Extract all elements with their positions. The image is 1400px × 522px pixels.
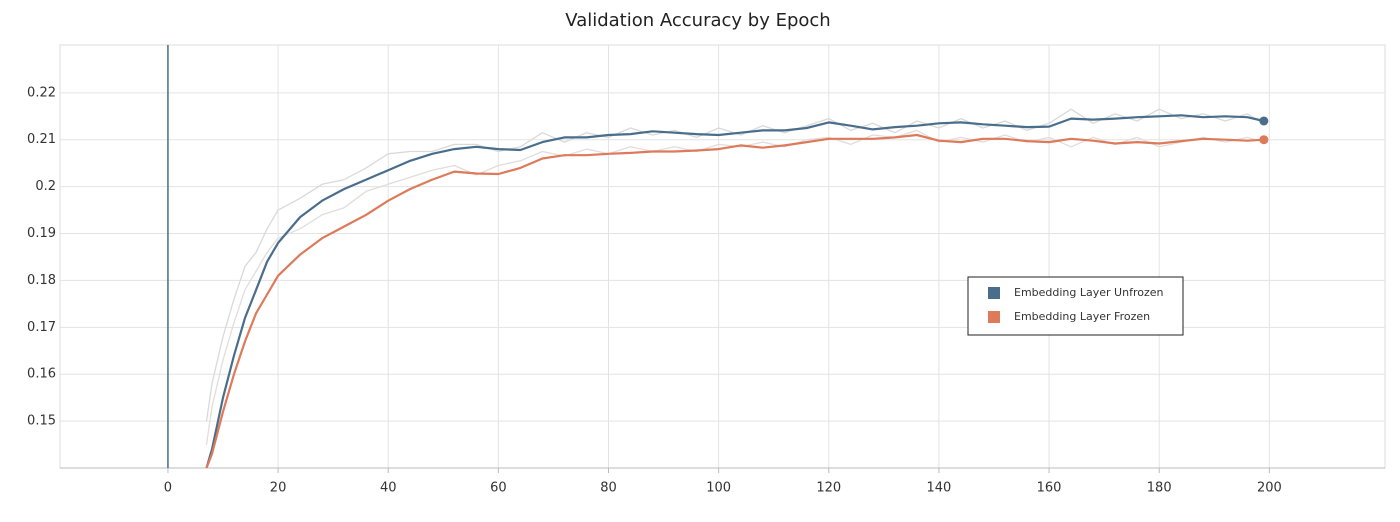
- x-tick-label: 80: [600, 481, 617, 496]
- x-tick-label: 180: [1147, 481, 1172, 496]
- y-tick-label: 0.15: [27, 414, 56, 429]
- plot-area: [205, 108, 1265, 468]
- legend-label: Embedding Layer Unfrozen: [1014, 286, 1164, 299]
- x-tick-label: 120: [816, 481, 841, 496]
- legend-label: Embedding Layer Frozen: [1014, 310, 1150, 323]
- series-line: [205, 114, 1265, 468]
- y-tick-label: 0.17: [27, 320, 56, 335]
- y-tick-label: 0.18: [27, 273, 56, 288]
- x-tick-label: 0: [164, 481, 172, 496]
- legend-box: [967, 276, 1184, 336]
- x-tick-label: 20: [270, 481, 287, 496]
- legend-swatch: [988, 311, 1000, 323]
- end-dot: [1259, 135, 1269, 145]
- x-tick-label: 160: [1037, 481, 1062, 496]
- y-tick-label: 0.22: [27, 85, 56, 100]
- x-tick-label: 40: [380, 481, 397, 496]
- x-tick-label: 140: [927, 481, 952, 496]
- y-tick-label: 0.16: [27, 367, 56, 382]
- y-tick-label: 0.19: [27, 226, 56, 241]
- y-tick-label: 0.2: [35, 179, 56, 194]
- x-tick-label: 60: [490, 481, 507, 496]
- x-tick-label: 200: [1257, 481, 1282, 496]
- x-tick-label: 100: [706, 481, 731, 496]
- series-line: [205, 133, 1264, 468]
- y-tick-label: 0.21: [27, 132, 56, 147]
- legend-swatch: [988, 287, 1000, 299]
- end-dot: [1259, 116, 1269, 126]
- raw-line: [205, 108, 1265, 422]
- chart-title: Validation Accuracy by Epoch: [565, 10, 830, 31]
